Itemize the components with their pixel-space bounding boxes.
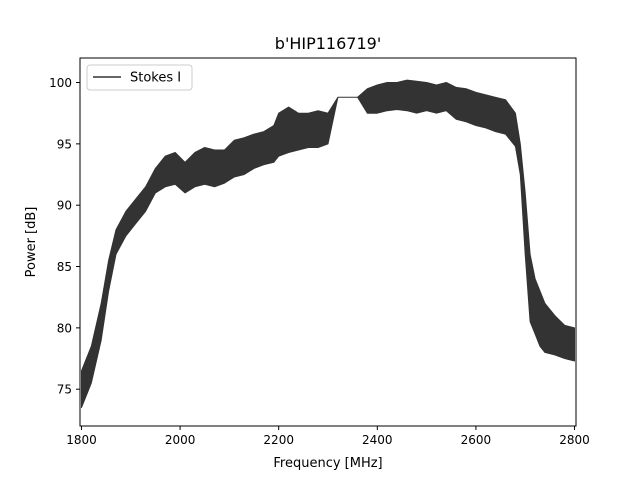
y-tick-label: 85 xyxy=(57,260,72,274)
x-tick-label: 2200 xyxy=(263,433,294,447)
x-tick-label: 2600 xyxy=(461,433,492,447)
y-axis-ticks: 75 80 85 90 95 100 xyxy=(49,76,80,397)
x-tick-label: 1800 xyxy=(66,433,97,447)
series-envelope-0 xyxy=(81,79,575,409)
x-axis-label: Frequency [MHz] xyxy=(273,456,382,471)
x-tick-label: 2800 xyxy=(559,433,590,447)
y-axis-label: Power [dB] xyxy=(24,207,39,278)
legend: Stokes I xyxy=(86,64,193,91)
x-tick-label: 2000 xyxy=(165,433,196,447)
y-tick-label: 95 xyxy=(57,137,72,151)
plot-area xyxy=(81,79,575,409)
x-axis-ticks: 1800 2000 2200 2400 2600 2800 xyxy=(66,426,590,447)
x-tick-label: 2400 xyxy=(362,433,393,447)
chart-title: b'HIP116719' xyxy=(275,34,381,53)
y-tick-label: 100 xyxy=(49,76,72,90)
y-tick-label: 80 xyxy=(57,321,72,335)
y-tick-label: 75 xyxy=(57,383,72,397)
legend-box xyxy=(86,64,193,91)
y-tick-label: 90 xyxy=(57,199,72,213)
legend-label: Stokes I xyxy=(130,71,181,86)
axes-frame xyxy=(79,57,577,427)
